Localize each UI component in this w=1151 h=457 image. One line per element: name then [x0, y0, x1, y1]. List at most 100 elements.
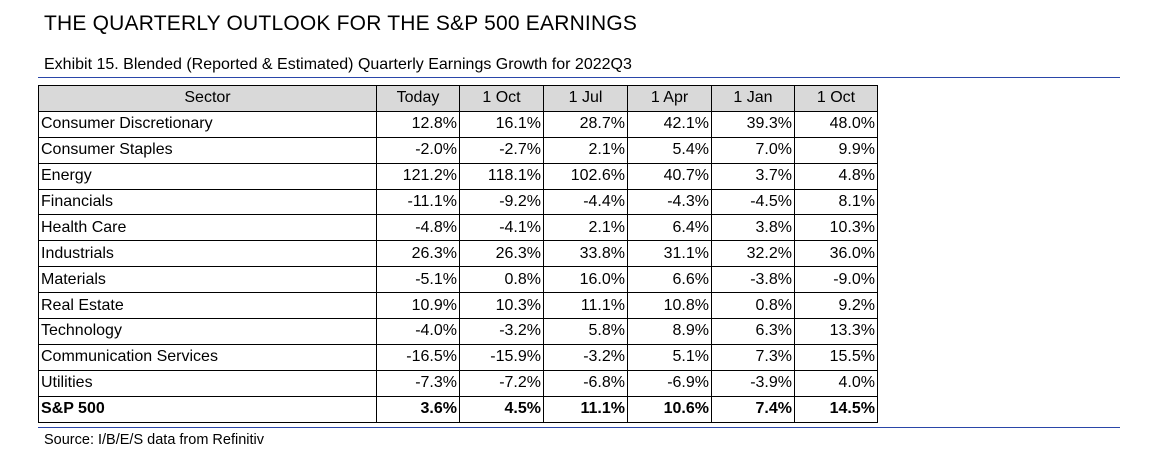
growth-value-cell: 10.9% [376, 292, 460, 320]
growth-value-cell: 26.3% [459, 240, 544, 268]
column-header-1-oct: 1 Oct [459, 85, 544, 112]
growth-value-cell: -5.1% [376, 266, 460, 294]
growth-value-cell: 10.6% [627, 395, 712, 423]
sector-name-cell: Technology [38, 318, 377, 345]
column-header-sector: Sector [38, 85, 377, 112]
growth-value-cell: 39.3% [711, 110, 795, 138]
growth-value-cell: 13.3% [794, 318, 878, 345]
growth-value-cell: -15.9% [459, 343, 544, 371]
growth-value-cell: 9.2% [794, 292, 878, 320]
sector-name-cell: Consumer Staples [38, 136, 377, 164]
growth-value-cell: 10.3% [459, 292, 544, 320]
table-row: Consumer Staples -2.0% -2.7% 2.1% 5.4% 7.0% 9.… [38, 136, 878, 164]
growth-value-cell: 8.9% [627, 318, 712, 345]
growth-value-cell: 0.8% [459, 266, 544, 294]
growth-value-cell: 5.1% [627, 343, 712, 371]
table-row: Energy 121.2% 118.1% 102.6% 40.7% 3.7% 4.8% [38, 162, 878, 190]
table-row: Real Estate 10.9% 10.3% 11.1% 10.8% 0.8% 9.2% [38, 292, 878, 320]
growth-value-cell: 26.3% [376, 240, 460, 268]
growth-value-cell: 11.1% [543, 292, 628, 320]
growth-value-cell: 31.1% [627, 240, 712, 268]
growth-value-cell: 2.1% [543, 214, 628, 242]
table-row: Technology -4.0% -3.2% 5.8% 8.9% 6.3% 13.3% [38, 318, 878, 345]
sector-name-cell: Financials [38, 188, 377, 216]
column-header-1-oct-prior: 1 Oct [794, 85, 878, 112]
growth-value-cell: 14.5% [794, 395, 878, 423]
growth-value-cell: 11.1% [543, 395, 628, 423]
growth-value-cell: -4.3% [627, 188, 712, 216]
growth-value-cell: 3.8% [711, 214, 795, 242]
growth-value-cell: -4.4% [543, 188, 628, 216]
growth-value-cell: -4.5% [711, 188, 795, 216]
growth-value-cell: 102.6% [543, 162, 628, 190]
growth-value-cell: -4.8% [376, 214, 460, 242]
earnings-growth-table: Sector Today 1 Oct 1 Jul 1 Apr 1 Jan 1 O… [38, 85, 878, 423]
growth-value-cell: -16.5% [376, 343, 460, 371]
growth-value-cell: 8.1% [794, 188, 878, 216]
table-row: Communication Services -16.5% -15.9% -3.2% 5… [38, 343, 878, 371]
growth-value-cell: 10.3% [794, 214, 878, 242]
growth-value-cell: -6.8% [543, 369, 628, 397]
growth-value-cell: 6.6% [627, 266, 712, 294]
table-total-row: S&P 500 3.6% 4.5% 11.1% 10.6% 7.4% 14.5% [38, 395, 878, 423]
growth-value-cell: 16.0% [543, 266, 628, 294]
growth-value-cell: 33.8% [543, 240, 628, 268]
growth-value-cell: -3.2% [543, 343, 628, 371]
growth-value-cell: -3.8% [711, 266, 795, 294]
growth-value-cell: 28.7% [543, 110, 628, 138]
sector-name-cell: Industrials [38, 240, 377, 268]
sector-name-cell: S&P 500 [38, 395, 377, 423]
growth-value-cell: 0.8% [711, 292, 795, 320]
growth-value-cell: 7.3% [711, 343, 795, 371]
table-header-row: Sector Today 1 Oct 1 Jul 1 Apr 1 Jan 1 O… [38, 85, 878, 112]
growth-value-cell: 6.4% [627, 214, 712, 242]
growth-value-cell: -7.2% [459, 369, 544, 397]
table-row: Materials -5.1% 0.8% 16.0% 6.6% -3.8% -9.0% [38, 266, 878, 294]
table-row: Financials -11.1% -9.2% -4.4% -4.3% -4.5% 8.1% [38, 188, 878, 216]
growth-value-cell: 12.8% [376, 110, 460, 138]
growth-value-cell: -4.0% [376, 318, 460, 345]
sector-name-cell: Health Care [38, 214, 377, 242]
growth-value-cell: 9.9% [794, 136, 878, 164]
sector-name-cell: Energy [38, 162, 377, 190]
growth-value-cell: -9.2% [459, 188, 544, 216]
page-title: THE QUARTERLY OUTLOOK FOR THE S&P 500 EA… [44, 12, 638, 35]
column-header-1-apr: 1 Apr [627, 85, 712, 112]
growth-value-cell: 6.3% [711, 318, 795, 345]
table-row: Health Care -4.8% -4.1% 2.1% 6.4% 3.8% 10.3% [38, 214, 878, 242]
column-header-today: Today [376, 85, 460, 112]
growth-value-cell: -2.7% [459, 136, 544, 164]
exhibit-subtitle: Exhibit 15. Blended (Reported & Estimate… [44, 56, 632, 73]
growth-value-cell: 2.1% [543, 136, 628, 164]
growth-value-cell: -3.2% [459, 318, 544, 345]
table-row: Industrials 26.3% 26.3% 33.8% 31.1% 32.2% 36.0… [38, 240, 878, 268]
sector-name-cell: Real Estate [38, 292, 377, 320]
growth-value-cell: 118.1% [459, 162, 544, 190]
growth-value-cell: -11.1% [376, 188, 460, 216]
growth-value-cell: -2.0% [376, 136, 460, 164]
growth-value-cell: 5.8% [543, 318, 628, 345]
bottom-divider [38, 427, 1120, 428]
table-row: Consumer Discretionary 12.8% 16.1% 28.7% 42.… [38, 110, 878, 138]
source-note: Source: I/B/E/S data from Refinitiv [44, 432, 265, 448]
growth-value-cell: 3.6% [376, 395, 460, 423]
table-row: Utilities -7.3% -7.2% -6.8% -6.9% -3.9% 4.0% [38, 369, 878, 397]
growth-value-cell: -7.3% [376, 369, 460, 397]
growth-value-cell: 36.0% [794, 240, 878, 268]
growth-value-cell: 7.4% [711, 395, 795, 423]
growth-value-cell: 32.2% [711, 240, 795, 268]
growth-value-cell: 10.8% [627, 292, 712, 320]
growth-value-cell: 16.1% [459, 110, 544, 138]
sector-name-cell: Consumer Discretionary [38, 110, 377, 138]
growth-value-cell: 42.1% [627, 110, 712, 138]
sector-name-cell: Communication Services [38, 343, 377, 371]
growth-value-cell: 48.0% [794, 110, 878, 138]
column-header-1-jul: 1 Jul [543, 85, 628, 112]
growth-value-cell: 40.7% [627, 162, 712, 190]
column-header-1-jan: 1 Jan [711, 85, 795, 112]
growth-value-cell: 3.7% [711, 162, 795, 190]
growth-value-cell: 4.8% [794, 162, 878, 190]
growth-value-cell: -6.9% [627, 369, 712, 397]
growth-value-cell: 7.0% [711, 136, 795, 164]
growth-value-cell: -3.9% [711, 369, 795, 397]
